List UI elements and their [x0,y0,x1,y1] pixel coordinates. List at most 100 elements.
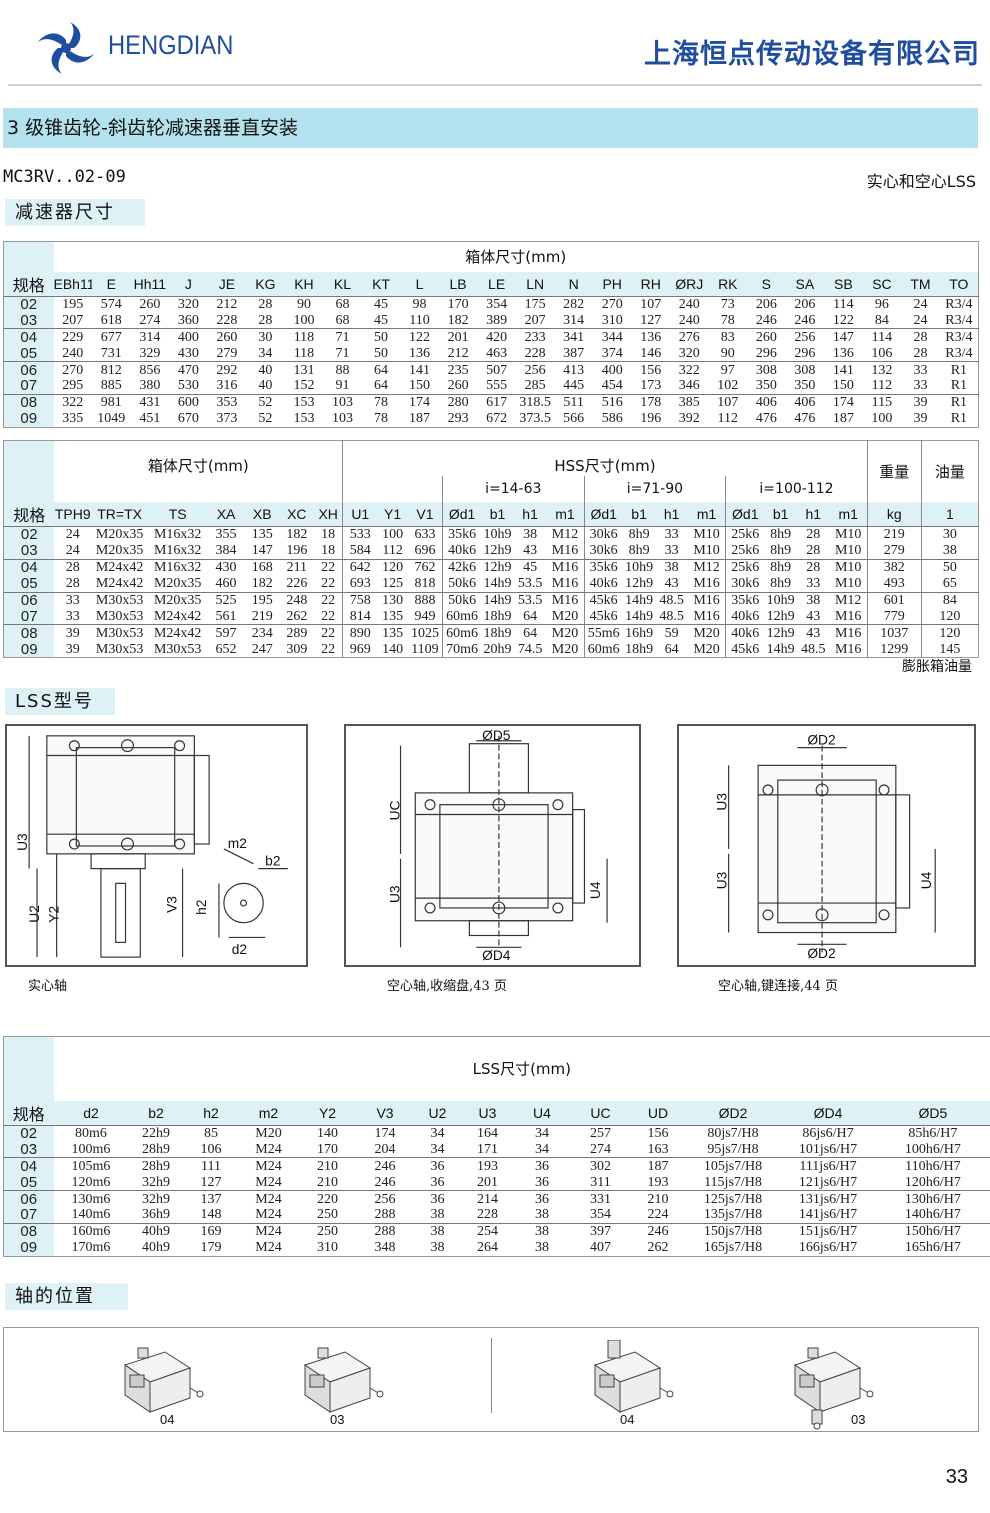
value-cell: 141js6/H7 [780,1206,876,1224]
label-U3: U3 [15,833,30,851]
value-cell: M24x42 [95,560,144,576]
value-cell: 314 [139,329,161,345]
value-cell: 65 [920,575,979,593]
value-cell: 114 [833,296,854,312]
value-cell: 890 [342,624,378,642]
value-cell: 64 [513,608,547,626]
value-cell: 1109 [411,641,439,657]
value-cell: 247 [251,641,273,657]
value-cell: 206 [755,296,777,312]
value-cell: 969 [342,641,378,658]
value-cell: 130h6/H7 [904,1191,961,1207]
value-cell: 270 [601,296,623,312]
value-cell: 195 [251,593,273,608]
value-cell: 32h9 [128,1174,184,1192]
table-row: 03 207 618 274 360 228 28 100 68 45 110 182 389 207 31… [3,312,979,330]
table-row: 08 322 981 431 600 353 52 153 103 78 174 280 617 318.… [3,394,979,411]
value-cell: 45k6 [583,592,623,609]
value-cell: M24x42 [148,608,208,626]
value-cell: 28 [806,560,821,576]
column-header: h1 [513,502,547,527]
caption-solid-shaft: 实心轴 [28,979,68,994]
value-cell: 348 [374,1240,396,1256]
value-cell: M24 [255,1240,282,1256]
value-cell: 310 [592,312,632,330]
value-cell: 617 [486,395,508,411]
value-cell: 187 [647,1158,669,1174]
value-cell: 228 [461,1206,514,1224]
value-cell: M20 [693,625,720,641]
column-header: V3 [356,1100,414,1126]
value-cell: 818 [407,575,443,593]
value-cell: 407 [590,1240,611,1256]
value-cell: 226 [279,575,315,593]
value-cell: 389 [477,312,516,330]
column-header: SC [862,271,902,297]
value-cell: 214 [477,1191,498,1207]
value-cell: 85h6/H7 [908,1125,958,1141]
value-cell: 310 [317,1240,338,1256]
value-cell: M24 [255,1158,282,1174]
value-cell: 219 [866,526,922,543]
value-cell: 30k6 [583,526,623,543]
value-cell: 148 [183,1206,239,1224]
value-cell: 254 [477,1224,498,1240]
value-cell: 600 [177,395,199,411]
value-cell: 50k6 [442,575,482,593]
shaft-position-panel [3,1327,979,1432]
value-cell: 530 [169,377,208,395]
column-header: m1 [546,502,585,527]
value-cell: 71 [323,345,362,363]
table-row: 07 140m6 36h9 148 M24 250 288 38 228 38 354 224 135j… [3,1206,990,1224]
brand-name: HENGDIAN [108,30,234,60]
label-U3: U3 [388,885,403,903]
value-cell: 34 [513,1141,571,1159]
value-cell: 195 [62,296,84,312]
value-cell: M16 [546,575,585,593]
value-cell: R1 [950,395,968,411]
value-cell: 670 [177,411,199,427]
value-cell: 373 [216,411,238,427]
value-cell: 137 [200,1191,222,1207]
value-cell: 145 [920,641,979,658]
value-cell: 246 [747,312,786,330]
housing-dimensions-table: 箱体尺寸(mm) 规格 EBh11 E Hh11 J JE KG KH KL KT L LB LE LN N… [3,241,979,428]
value-cell: R1 [950,411,968,427]
value-cell: 400 [601,362,623,378]
value-cell: 210 [317,1158,338,1174]
value-cell: R3/4 [939,345,979,363]
value-cell: 525 [215,593,237,608]
value-cell: 322 [62,395,84,411]
value-cell: 8h9 [764,542,797,560]
value-cell: 288 [356,1206,414,1224]
column-header: U1 [342,502,378,527]
section-lss-type: LSS型号 [5,688,115,715]
header-divider [8,84,982,86]
value-cell: 105js7/H8 [703,1158,763,1174]
shaft-position-icon [300,1340,390,1430]
value-cell: 45k6 [725,641,765,658]
value-cell: R3/4 [945,296,973,312]
value-cell: 175 [524,296,546,312]
table-row: 04 229 677 314 400 260 30 118 71 50 122 201 420 233 34… [3,328,979,346]
column-header: XC [279,502,315,527]
value-cell: 35k6 [583,559,623,576]
column-header: XH [314,502,343,527]
column-header: TO [939,271,979,297]
value-cell: 38 [535,1240,549,1256]
value-cell: 127 [631,312,670,330]
value-cell: 33 [655,542,688,560]
value-cell: 40k6 [583,575,623,593]
value-cell: 136 [824,345,863,363]
value-cell: 140 [382,641,404,657]
value-cell: 211 [286,560,308,576]
value-cell: 320 [177,296,199,312]
size-header: 规格 [3,502,55,527]
value-cell: 12h9 [622,575,656,593]
value-cell: 295 [53,377,93,395]
value-cell: 53.5 [513,575,547,593]
value-cell: 42k6 [442,559,482,576]
value-cell: 135js7/H8 [685,1206,781,1224]
value-cell: 758 [342,592,378,609]
value-cell: 233 [524,329,546,345]
